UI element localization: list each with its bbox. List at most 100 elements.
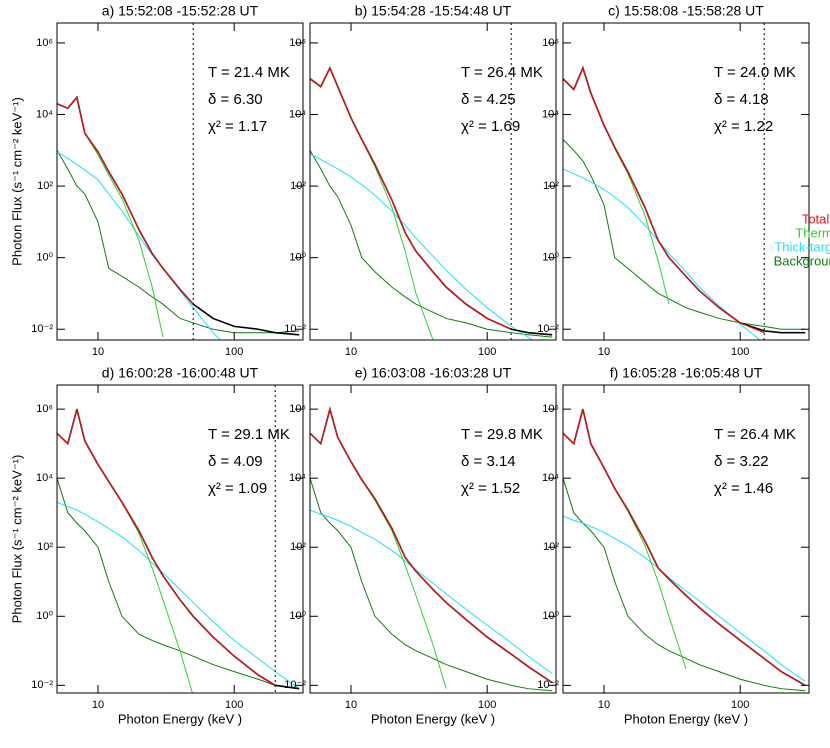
y-tick-label: 10² [290,541,306,553]
background-line [310,150,553,338]
total-fit-line [310,406,553,684]
y-tick-label: 10⁴ [542,472,559,484]
total-fit-line [563,66,765,334]
thermal-line [310,66,434,340]
fit-annotation: δ = 4.18 [714,91,769,108]
y-tick-label: 10² [543,180,559,192]
x-tick-label: 100 [478,346,496,358]
y-tick-label: 10⁰ [542,610,559,622]
y-tick-label: 10² [37,541,53,553]
background-line [57,150,300,334]
fit-annotation: T = 29.8 MK [461,426,543,443]
observed-line [563,408,806,687]
x-tick-label: 10 [345,699,357,711]
fit-annotation: χ² = 1.17 [208,118,267,135]
x-tick-label: 100 [731,346,749,358]
x-tick-label: 10 [345,346,357,358]
panel: e) 16:03:08 -16:03:28 UT 10⁻² 10⁰ 10² 10⁴ 10⁶… [284,365,557,726]
y-tick-label: 10⁴ [542,108,559,120]
legend-entry: Thick-target [774,239,830,254]
panel-title: f) 16:05:28 -16:05:48 UT [610,365,763,381]
background-line [310,478,553,692]
plot-area [310,406,553,692]
axes-frame [309,384,557,694]
thick-target-line [57,151,221,340]
x-tick-label: 10 [598,699,610,711]
axes-frame [562,384,810,694]
thick-target-line [310,509,553,674]
y-tick-label: 10⁶ [289,37,306,49]
y-tick-label: 10⁰ [36,610,53,622]
y-tick-label: 10⁻² [31,679,53,691]
plot-area [563,65,806,340]
x-tick-label: 100 [478,699,496,711]
y-tick-label: 10² [290,180,306,192]
fit-annotation: T = 21.4 MK [208,64,290,81]
fit-annotation: δ = 3.22 [714,453,769,470]
x-tick-label: 10 [92,346,104,358]
panel: c) 15:58:08 -15:58:28 UT 10⁻² 10⁰ 10² 10⁴ 10⁶… [537,3,830,358]
panel-title: a) 15:52:08 -15:52:28 UT [102,3,259,19]
panel: b) 15:54:28 -15:54:48 UT 10⁻² 10⁰ 10² 10⁴ 10⁶… [284,3,557,358]
y-tick-label: 10⁴ [36,108,53,120]
y-tick-label: 10⁴ [289,108,306,120]
y-tick-label: 10⁶ [289,403,306,415]
y-tick-label: 10⁻² [284,323,306,335]
observed-line [310,406,553,684]
observed-line [57,408,300,690]
x-tick-label: 10 [598,346,610,358]
y-tick-label: 10⁴ [289,472,306,484]
axes-frame [309,22,557,341]
fit-annotation: χ² = 1.46 [714,480,773,497]
thick-target-line [57,501,300,690]
fit-annotation: T = 29.1 MK [208,426,290,443]
y-tick-label: 10⁶ [36,37,53,49]
y-tick-label: 10⁰ [289,610,306,622]
y-axis-label: Photon Flux (s⁻¹ cm⁻² keV⁻¹) [9,97,24,266]
background-line [563,478,806,692]
observed-line [563,65,806,334]
x-tick-label: 100 [225,346,243,358]
fit-annotation: δ = 6.30 [208,91,263,108]
panel-title: c) 15:58:08 -15:58:28 UT [608,3,764,19]
total-fit-line [57,96,194,305]
y-tick-label: 10⁰ [289,252,306,264]
total-fit-line [57,408,276,686]
fit-annotation: T = 26.4 MK [714,426,796,443]
thermal-line [563,409,687,670]
thick-target-line [563,168,761,340]
panel: f) 16:05:28 -16:05:48 UT 10⁻² 10⁰ 10² 10⁴ 10⁶… [537,365,810,726]
y-tick-label: 10² [37,180,53,192]
thermal-line [310,407,447,689]
legend-entry: Background [774,253,830,268]
y-tick-label: 10⁶ [36,403,53,415]
plot-area [310,65,553,340]
thermal-line [57,409,193,693]
background-line [563,139,806,330]
thermal-line [57,96,164,338]
fit-annotation: δ = 4.09 [208,453,263,470]
fit-annotation: δ = 4.25 [461,91,516,108]
total-fit-line [563,408,806,686]
y-tick-label: 10⁴ [36,472,53,484]
thermal-line [563,66,670,305]
y-tick-label: 10² [543,541,559,553]
fit-annotation: χ² = 1.22 [714,118,773,135]
plot-area [563,408,806,692]
background-line [57,478,300,690]
fit-annotation: χ² = 1.09 [208,480,267,497]
thick-target-line [310,153,534,340]
fit-annotation: T = 26.4 MK [461,64,543,81]
axes-frame [56,384,304,694]
plot-area [57,95,300,340]
y-tick-label: 10⁰ [36,252,53,264]
panel: a) 15:52:08 -15:52:28 UT 10⁻² 10⁰ 10² 10⁴ 10⁶… [9,3,304,358]
fit-annotation: T = 24.0 MK [714,64,796,81]
panel-title: d) 16:00:28 -16:00:48 UT [102,365,259,381]
fit-annotation: δ = 3.14 [461,453,516,470]
x-axis-label: Photon Energy (keV ) [371,711,495,726]
total-fit-line [310,66,512,330]
x-tick-label: 10 [92,699,104,711]
axes-frame [56,22,304,341]
axes-frame [562,22,810,341]
